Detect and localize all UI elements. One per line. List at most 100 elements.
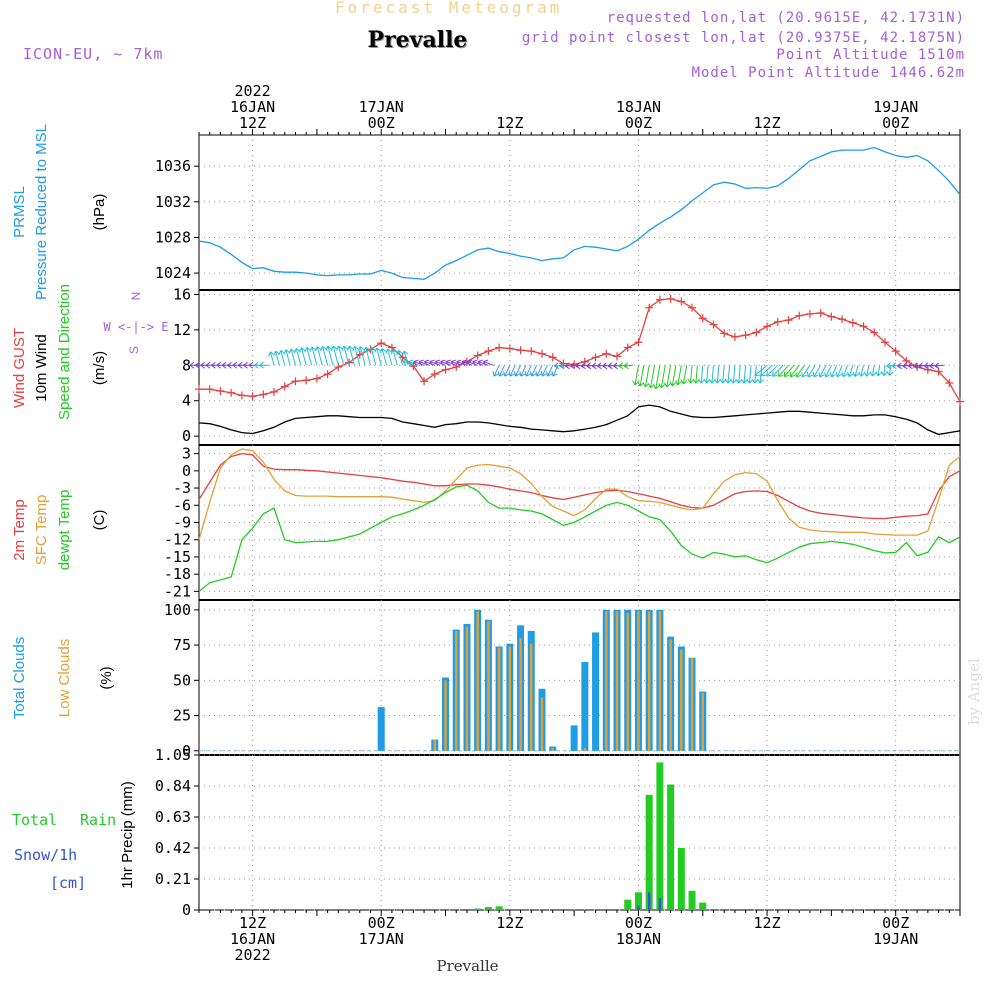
rain-bar bbox=[688, 890, 696, 910]
bottom-time-label: 18JAN bbox=[616, 930, 661, 948]
low-clouds-bar bbox=[551, 747, 554, 751]
y-tick-label: 1024 bbox=[155, 264, 191, 282]
wind-direction-arrow bbox=[812, 365, 822, 378]
dewpt-temp-line bbox=[198, 484, 961, 592]
low-clouds-bar bbox=[433, 739, 437, 751]
y-tick-label: -12 bbox=[164, 531, 191, 549]
point-altitude: Point Altitude 1510m bbox=[776, 47, 965, 63]
gust-marker bbox=[923, 365, 932, 374]
wind-direction-arrow bbox=[841, 365, 848, 378]
y-tick-label: -3 bbox=[173, 479, 191, 497]
wind-direction-arrow bbox=[346, 345, 355, 366]
panel-frame bbox=[198, 754, 961, 911]
wind-direction-arrow bbox=[357, 346, 366, 366]
sfc-temp-line bbox=[198, 448, 961, 540]
gust-marker bbox=[280, 382, 289, 391]
gust-marker bbox=[848, 318, 857, 327]
gust-marker bbox=[720, 329, 729, 338]
top-time-label: 17JAN bbox=[359, 98, 404, 116]
y-tick-label: 1.05 bbox=[155, 746, 191, 764]
gust-marker bbox=[634, 338, 643, 347]
wind-direction-arrow bbox=[385, 348, 393, 366]
total-clouds-bar bbox=[377, 707, 385, 751]
bottom-time-label: 00Z bbox=[368, 914, 395, 932]
y-tick-label: 8 bbox=[182, 356, 191, 374]
wind-direction-arrow bbox=[540, 365, 548, 377]
wind-direction-arrow bbox=[477, 359, 489, 366]
panel-frame bbox=[198, 599, 961, 756]
low-clouds-bar bbox=[476, 611, 479, 751]
rain-bar bbox=[667, 784, 675, 910]
temp-dewpt-label: dewpt Temp bbox=[56, 490, 73, 571]
low-clouds-bar bbox=[455, 631, 458, 751]
y-tick-label: 0.42 bbox=[155, 839, 191, 857]
wind-direction-arrow bbox=[368, 347, 377, 366]
bottom-time-label: 00Z bbox=[882, 914, 909, 932]
panel-frame bbox=[198, 289, 961, 446]
gust-marker bbox=[602, 349, 611, 358]
y-tick-label: -18 bbox=[164, 565, 191, 583]
wind-direction-arrow bbox=[352, 345, 361, 366]
model-label: ICON-EU, ~ 7km bbox=[23, 45, 164, 63]
gust-marker bbox=[312, 374, 321, 383]
wind-direction-arrow bbox=[434, 359, 446, 366]
gust-marker bbox=[237, 391, 246, 400]
gust-marker bbox=[323, 370, 332, 379]
wind-direction-arrow bbox=[687, 365, 695, 384]
wind-direction-arrow bbox=[325, 345, 334, 366]
wind-direction-arrow bbox=[293, 348, 302, 366]
gust-marker bbox=[216, 386, 225, 395]
gust-marker bbox=[838, 315, 847, 324]
wind-direction-arrow bbox=[730, 365, 738, 384]
wind-direction-arrow bbox=[675, 365, 682, 386]
y-tick-label: 0 bbox=[182, 742, 191, 760]
requested-coords: requested lon,lat (20.9615E, 42.1731N) bbox=[606, 10, 965, 26]
gust-marker bbox=[795, 311, 804, 320]
wind-direction-arrow bbox=[829, 365, 838, 378]
gust-marker bbox=[688, 303, 697, 312]
gust-marker bbox=[859, 322, 868, 331]
gust-marker bbox=[827, 312, 836, 321]
low-clouds-bar bbox=[465, 626, 469, 751]
panel-frame bbox=[198, 134, 961, 291]
wind-direction-arrow bbox=[653, 365, 661, 390]
y-tick-label: 3 bbox=[182, 445, 191, 463]
top-time-label: 18JAN bbox=[616, 98, 661, 116]
y-tick-label: 50 bbox=[173, 671, 191, 689]
gust-marker bbox=[345, 358, 354, 367]
wind-direction-arrow bbox=[402, 359, 414, 366]
rain-bar bbox=[677, 848, 685, 910]
total-clouds-bar bbox=[570, 725, 578, 751]
wind-direction-arrow bbox=[288, 348, 296, 366]
gust-marker bbox=[945, 379, 954, 387]
gust-marker bbox=[205, 385, 214, 394]
wind-direction-arrow bbox=[735, 365, 743, 384]
wind-direction-arrow bbox=[869, 365, 877, 377]
y-tick-label: 12 bbox=[173, 321, 191, 339]
watermark: by Angel bbox=[965, 658, 983, 725]
wind-direction-arrow bbox=[880, 365, 888, 377]
y-tick-label: 1036 bbox=[155, 157, 191, 175]
wind-direction-arrow bbox=[299, 347, 307, 366]
wind-direction-arrow bbox=[703, 365, 711, 384]
top-time-label: 00Z bbox=[368, 114, 395, 132]
y-tick-label: -9 bbox=[173, 514, 191, 532]
rain-bar bbox=[624, 899, 632, 910]
wind-direction-arrow bbox=[336, 345, 345, 366]
wind-direction-arrow bbox=[330, 345, 339, 366]
wind-direction-arrow bbox=[278, 349, 286, 366]
gust-marker bbox=[891, 347, 900, 356]
gust-marker bbox=[377, 339, 386, 348]
wind-direction-arrow bbox=[795, 364, 805, 378]
snow-bar bbox=[637, 905, 640, 910]
wind-direction-arrow bbox=[273, 350, 280, 366]
wind-direction-arrow bbox=[719, 365, 727, 384]
meteogram-subtitle: Forecast Meteogram bbox=[335, 0, 563, 17]
wind-speed-line bbox=[198, 404, 961, 436]
rain-bar bbox=[484, 907, 492, 910]
y-tick-label: 0 bbox=[182, 462, 191, 480]
gust-marker bbox=[902, 356, 911, 365]
gridpoint-coords: grid point closest lon,lat (20.9375E, 42… bbox=[521, 30, 965, 46]
wind-direction-arrow bbox=[309, 346, 318, 366]
